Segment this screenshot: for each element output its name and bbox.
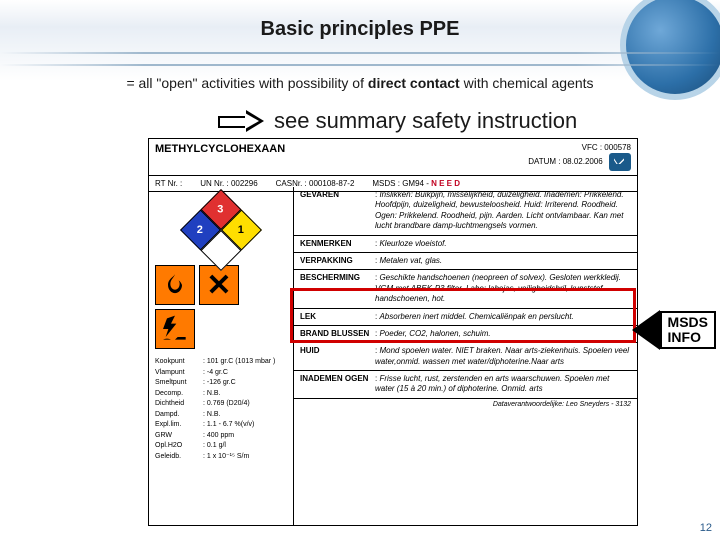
ds-section: BRAND BLUSSEN: Poeder, CO2, halonen, sch… bbox=[294, 326, 637, 343]
subtitle: = all "open" activities with possibility… bbox=[0, 75, 720, 91]
properties-table: Kookpunt: 101 gr.C (1013 mbar )Vlampunt:… bbox=[155, 357, 287, 462]
prop-val: : 1.1 - 6.7 %(v/v) bbox=[203, 420, 254, 431]
property-row: Decomp.: N.B. bbox=[155, 389, 287, 400]
prop-val: : 400 ppm bbox=[203, 431, 234, 442]
instruction-row: see summary safety instruction bbox=[218, 108, 577, 134]
prop-key: Expl.lim. bbox=[155, 420, 203, 431]
property-row: Kookpunt: 101 gr.C (1013 mbar ) bbox=[155, 357, 287, 368]
prop-key: Opl.H2O bbox=[155, 441, 203, 452]
ds-header: METHYLCYCLOHEXAAN VFC : 000578 DATUM : 0… bbox=[149, 139, 637, 176]
prop-key: Decomp. bbox=[155, 389, 203, 400]
prop-val: : 1 x 10⁻¹⁵ S/m bbox=[203, 452, 249, 463]
section-value: : Inslikken: Buikpijn, misselijkheid, du… bbox=[375, 190, 631, 232]
prop-val: : 0.1 g/l bbox=[203, 441, 226, 452]
prop-val: : -4 gr.C bbox=[203, 368, 228, 379]
nfpa-diamond: 3 2 1 bbox=[180, 189, 262, 271]
date-value: 08.02.2006 bbox=[563, 158, 603, 167]
section-value: : Mond spoelen water. NIET braken. Naar … bbox=[375, 346, 631, 367]
ds-meta: VFC : 000578 DATUM : 08.02.2006 bbox=[528, 143, 631, 171]
ds-body: 3 2 1 ✕ Kookpunt: 101 gr.C (1013 mbar )V… bbox=[149, 187, 637, 525]
section-label: GEVAREN bbox=[300, 190, 375, 232]
prop-val: : 0.769 (D20/4) bbox=[203, 399, 250, 410]
prop-key: Kookpunt bbox=[155, 357, 203, 368]
section-label: HUID bbox=[300, 346, 375, 367]
property-row: Expl.lim.: 1.1 - 6.7 %(v/v) bbox=[155, 420, 287, 431]
ds-left-panel: 3 2 1 ✕ Kookpunt: 101 gr.C (1013 mbar )V… bbox=[149, 187, 294, 525]
section-label: BRAND BLUSSEN bbox=[300, 329, 375, 339]
prop-key: Geleidb. bbox=[155, 452, 203, 463]
hazard-row bbox=[155, 309, 287, 349]
property-row: Dampd.: N.B. bbox=[155, 410, 287, 421]
subtitle-text: = all "open" activities with possibility… bbox=[126, 75, 367, 91]
prop-val: : 101 gr.C (1013 mbar ) bbox=[203, 357, 275, 368]
harmful-icon: ✕ bbox=[199, 265, 239, 305]
prop-key: Smeltpunt bbox=[155, 378, 203, 389]
property-row: Geleidb.: 1 x 10⁻¹⁵ S/m bbox=[155, 452, 287, 463]
divider-line bbox=[0, 64, 720, 66]
prop-key: Dampd. bbox=[155, 410, 203, 421]
prop-val: : N.B. bbox=[203, 389, 221, 400]
section-value: : Metalen vat, glas. bbox=[375, 256, 631, 266]
tap-icon bbox=[609, 153, 631, 171]
section-value: : Absorberen inert middel. Chemicaliënpa… bbox=[375, 312, 631, 322]
property-row: Vlampunt: -4 gr.C bbox=[155, 368, 287, 379]
environment-icon bbox=[155, 309, 195, 349]
arrow-left-icon bbox=[632, 310, 660, 350]
arrow-right-icon bbox=[218, 112, 266, 130]
property-row: GRW: 400 ppm bbox=[155, 431, 287, 442]
ds-section: HUID: Mond spoelen water. NIET braken. N… bbox=[294, 343, 637, 371]
flammable-icon bbox=[155, 265, 195, 305]
prop-key: Vlampunt bbox=[155, 368, 203, 379]
ds-footer: Dataverantwoordelijke: Leo Sneyders - 31… bbox=[294, 399, 637, 410]
vfc-label: VFC bbox=[582, 143, 598, 152]
subtitle-text: with chemical agents bbox=[460, 75, 594, 91]
ds-right-panel: GEVAREN: Inslikken: Buikpijn, misselijkh… bbox=[294, 187, 637, 525]
prop-key: GRW bbox=[155, 431, 203, 442]
instruction-text: see summary safety instruction bbox=[274, 108, 577, 134]
ds-section: VERPAKKING: Metalen vat, glas. bbox=[294, 253, 637, 270]
section-value: : Poeder, CO2, halonen, schuim. bbox=[375, 329, 631, 339]
section-value: : Geschikte handschoenen (neopreen of so… bbox=[375, 273, 631, 304]
section-label: VERPAKKING bbox=[300, 256, 375, 266]
section-label: BESCHERMING bbox=[300, 273, 375, 304]
msds-label-box: MSDS INFO bbox=[660, 311, 716, 350]
date-label: DATUM bbox=[528, 158, 556, 167]
ds-section: LEK: Absorberen inert middel. Chemicalië… bbox=[294, 309, 637, 326]
section-label: LEK bbox=[300, 312, 375, 322]
ds-section: BESCHERMING: Geschikte handschoenen (neo… bbox=[294, 270, 637, 308]
prop-val: : -126 gr.C bbox=[203, 378, 236, 389]
chemical-name: METHYLCYCLOHEXAAN bbox=[155, 143, 285, 171]
prop-val: : N.B. bbox=[203, 410, 221, 421]
section-value: : Kleurloze vloeistof. bbox=[375, 239, 631, 249]
property-row: Smeltpunt: -126 gr.C bbox=[155, 378, 287, 389]
prop-key: Dichtheid bbox=[155, 399, 203, 410]
section-label: KENMERKEN bbox=[300, 239, 375, 249]
ds-section: KENMERKEN: Kleurloze vloeistof. bbox=[294, 236, 637, 253]
safety-datasheet: METHYLCYCLOHEXAAN VFC : 000578 DATUM : 0… bbox=[148, 138, 638, 526]
property-row: Opl.H2O: 0.1 g/l bbox=[155, 441, 287, 452]
property-row: Dichtheid: 0.769 (D20/4) bbox=[155, 399, 287, 410]
section-value: : Frisse lucht, rust, zerstenden en arts… bbox=[375, 374, 631, 395]
msds-callout: MSDS INFO bbox=[632, 310, 716, 350]
subtitle-emphasis: direct contact bbox=[368, 75, 460, 91]
section-label: INADEMEN OGEN bbox=[300, 374, 375, 395]
vfc-value: 000578 bbox=[604, 143, 631, 152]
ds-section: GEVAREN: Inslikken: Buikpijn, misselijkh… bbox=[294, 187, 637, 236]
divider-line bbox=[0, 52, 720, 54]
page-number: 12 bbox=[700, 522, 712, 534]
ds-section: INADEMEN OGEN: Frisse lucht, rust, zerst… bbox=[294, 371, 637, 399]
page-title: Basic principles PPE bbox=[0, 18, 720, 41]
